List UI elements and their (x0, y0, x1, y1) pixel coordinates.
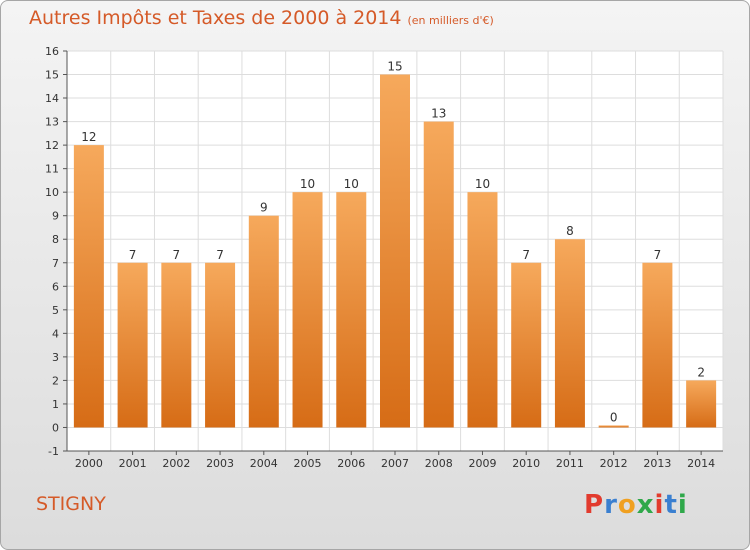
data-label: 10 (475, 177, 490, 191)
y-tick-label: 16 (45, 45, 59, 58)
data-label: 7 (216, 248, 224, 262)
data-label: 12 (81, 130, 96, 144)
y-tick-label: -1 (48, 445, 59, 458)
data-label: 7 (522, 248, 530, 262)
x-tick-label: 2007 (381, 457, 409, 470)
bar-2010 (511, 262, 542, 428)
data-label: 10 (344, 177, 359, 191)
y-tick-label: 12 (45, 139, 59, 152)
bar-2005 (292, 192, 323, 428)
chart-title-text: Autres Impôts et Taxes de 2000 à 2014 (29, 7, 402, 29)
bar-2002 (161, 262, 192, 428)
bar-2012 (598, 425, 629, 428)
bar-2001 (117, 262, 148, 428)
data-label: 15 (387, 60, 402, 74)
bar-2000 (73, 145, 104, 428)
x-tick-label: 2009 (468, 457, 496, 470)
bar-2003 (205, 262, 236, 428)
data-label: 7 (173, 248, 181, 262)
chart-title: Autres Impôts et Taxes de 2000 à 2014 (en… (29, 7, 494, 29)
bar-2007 (380, 74, 410, 428)
y-tick-label: 5 (52, 304, 59, 317)
x-tick-label: 2010 (512, 457, 540, 470)
logo-letter: r (604, 490, 618, 520)
x-tick-label: 2004 (250, 457, 278, 470)
x-tick-label: 2013 (643, 457, 671, 470)
bar-2011 (554, 239, 585, 428)
y-tick-label: 4 (52, 327, 59, 340)
y-tick-label: 11 (45, 163, 59, 176)
bar-2008 (423, 121, 454, 428)
y-tick-label: 8 (52, 233, 59, 246)
x-tick-label: 2005 (294, 457, 322, 470)
logo-letter: t (664, 490, 678, 520)
x-tick-label: 2002 (162, 457, 190, 470)
bar-2006 (336, 192, 367, 428)
x-tick-label: 2006 (337, 457, 365, 470)
data-label: 13 (431, 107, 446, 121)
y-tick-label: 14 (45, 92, 59, 105)
x-tick-label: 2000 (75, 457, 103, 470)
x-tick-label: 2008 (425, 457, 453, 470)
data-label: 7 (129, 248, 137, 262)
y-tick-label: 2 (52, 374, 59, 387)
y-tick-label: 10 (45, 186, 59, 199)
logo-letter: i (677, 490, 688, 520)
data-label: 8 (566, 224, 574, 238)
bar-2009 (467, 192, 498, 428)
logo-letter: x (636, 490, 655, 520)
y-tick-label: 13 (45, 116, 59, 129)
data-label: 7 (654, 248, 662, 262)
city-name: STIGNY (36, 493, 106, 515)
logo-letter: i (654, 490, 665, 520)
y-tick-label: 9 (52, 210, 59, 223)
x-tick-label: 2011 (556, 457, 584, 470)
bar-2014 (686, 380, 717, 428)
x-tick-label: 2012 (600, 457, 628, 470)
data-label: 9 (260, 201, 268, 215)
logo-letter: o (617, 490, 637, 520)
logo-letter: P (584, 490, 605, 520)
proxiti-logo: Proxiti (584, 490, 688, 520)
x-tick-label: 2014 (687, 457, 715, 470)
y-tick-label: 6 (52, 280, 59, 293)
bar-2013 (642, 262, 673, 428)
y-tick-label: 15 (45, 69, 59, 82)
data-label: 10 (300, 177, 315, 191)
data-label: 0 (610, 410, 618, 424)
data-label: 2 (697, 365, 705, 379)
y-tick-label: 0 (52, 421, 59, 434)
x-tick-label: 2001 (119, 457, 147, 470)
chart-title-unit: (en milliers d'€) (407, 14, 494, 27)
y-tick-label: 7 (52, 257, 59, 270)
bar-2004 (248, 215, 279, 428)
x-tick-label: 2003 (206, 457, 234, 470)
y-tick-label: 3 (52, 351, 59, 364)
y-tick-label: 1 (52, 398, 59, 411)
